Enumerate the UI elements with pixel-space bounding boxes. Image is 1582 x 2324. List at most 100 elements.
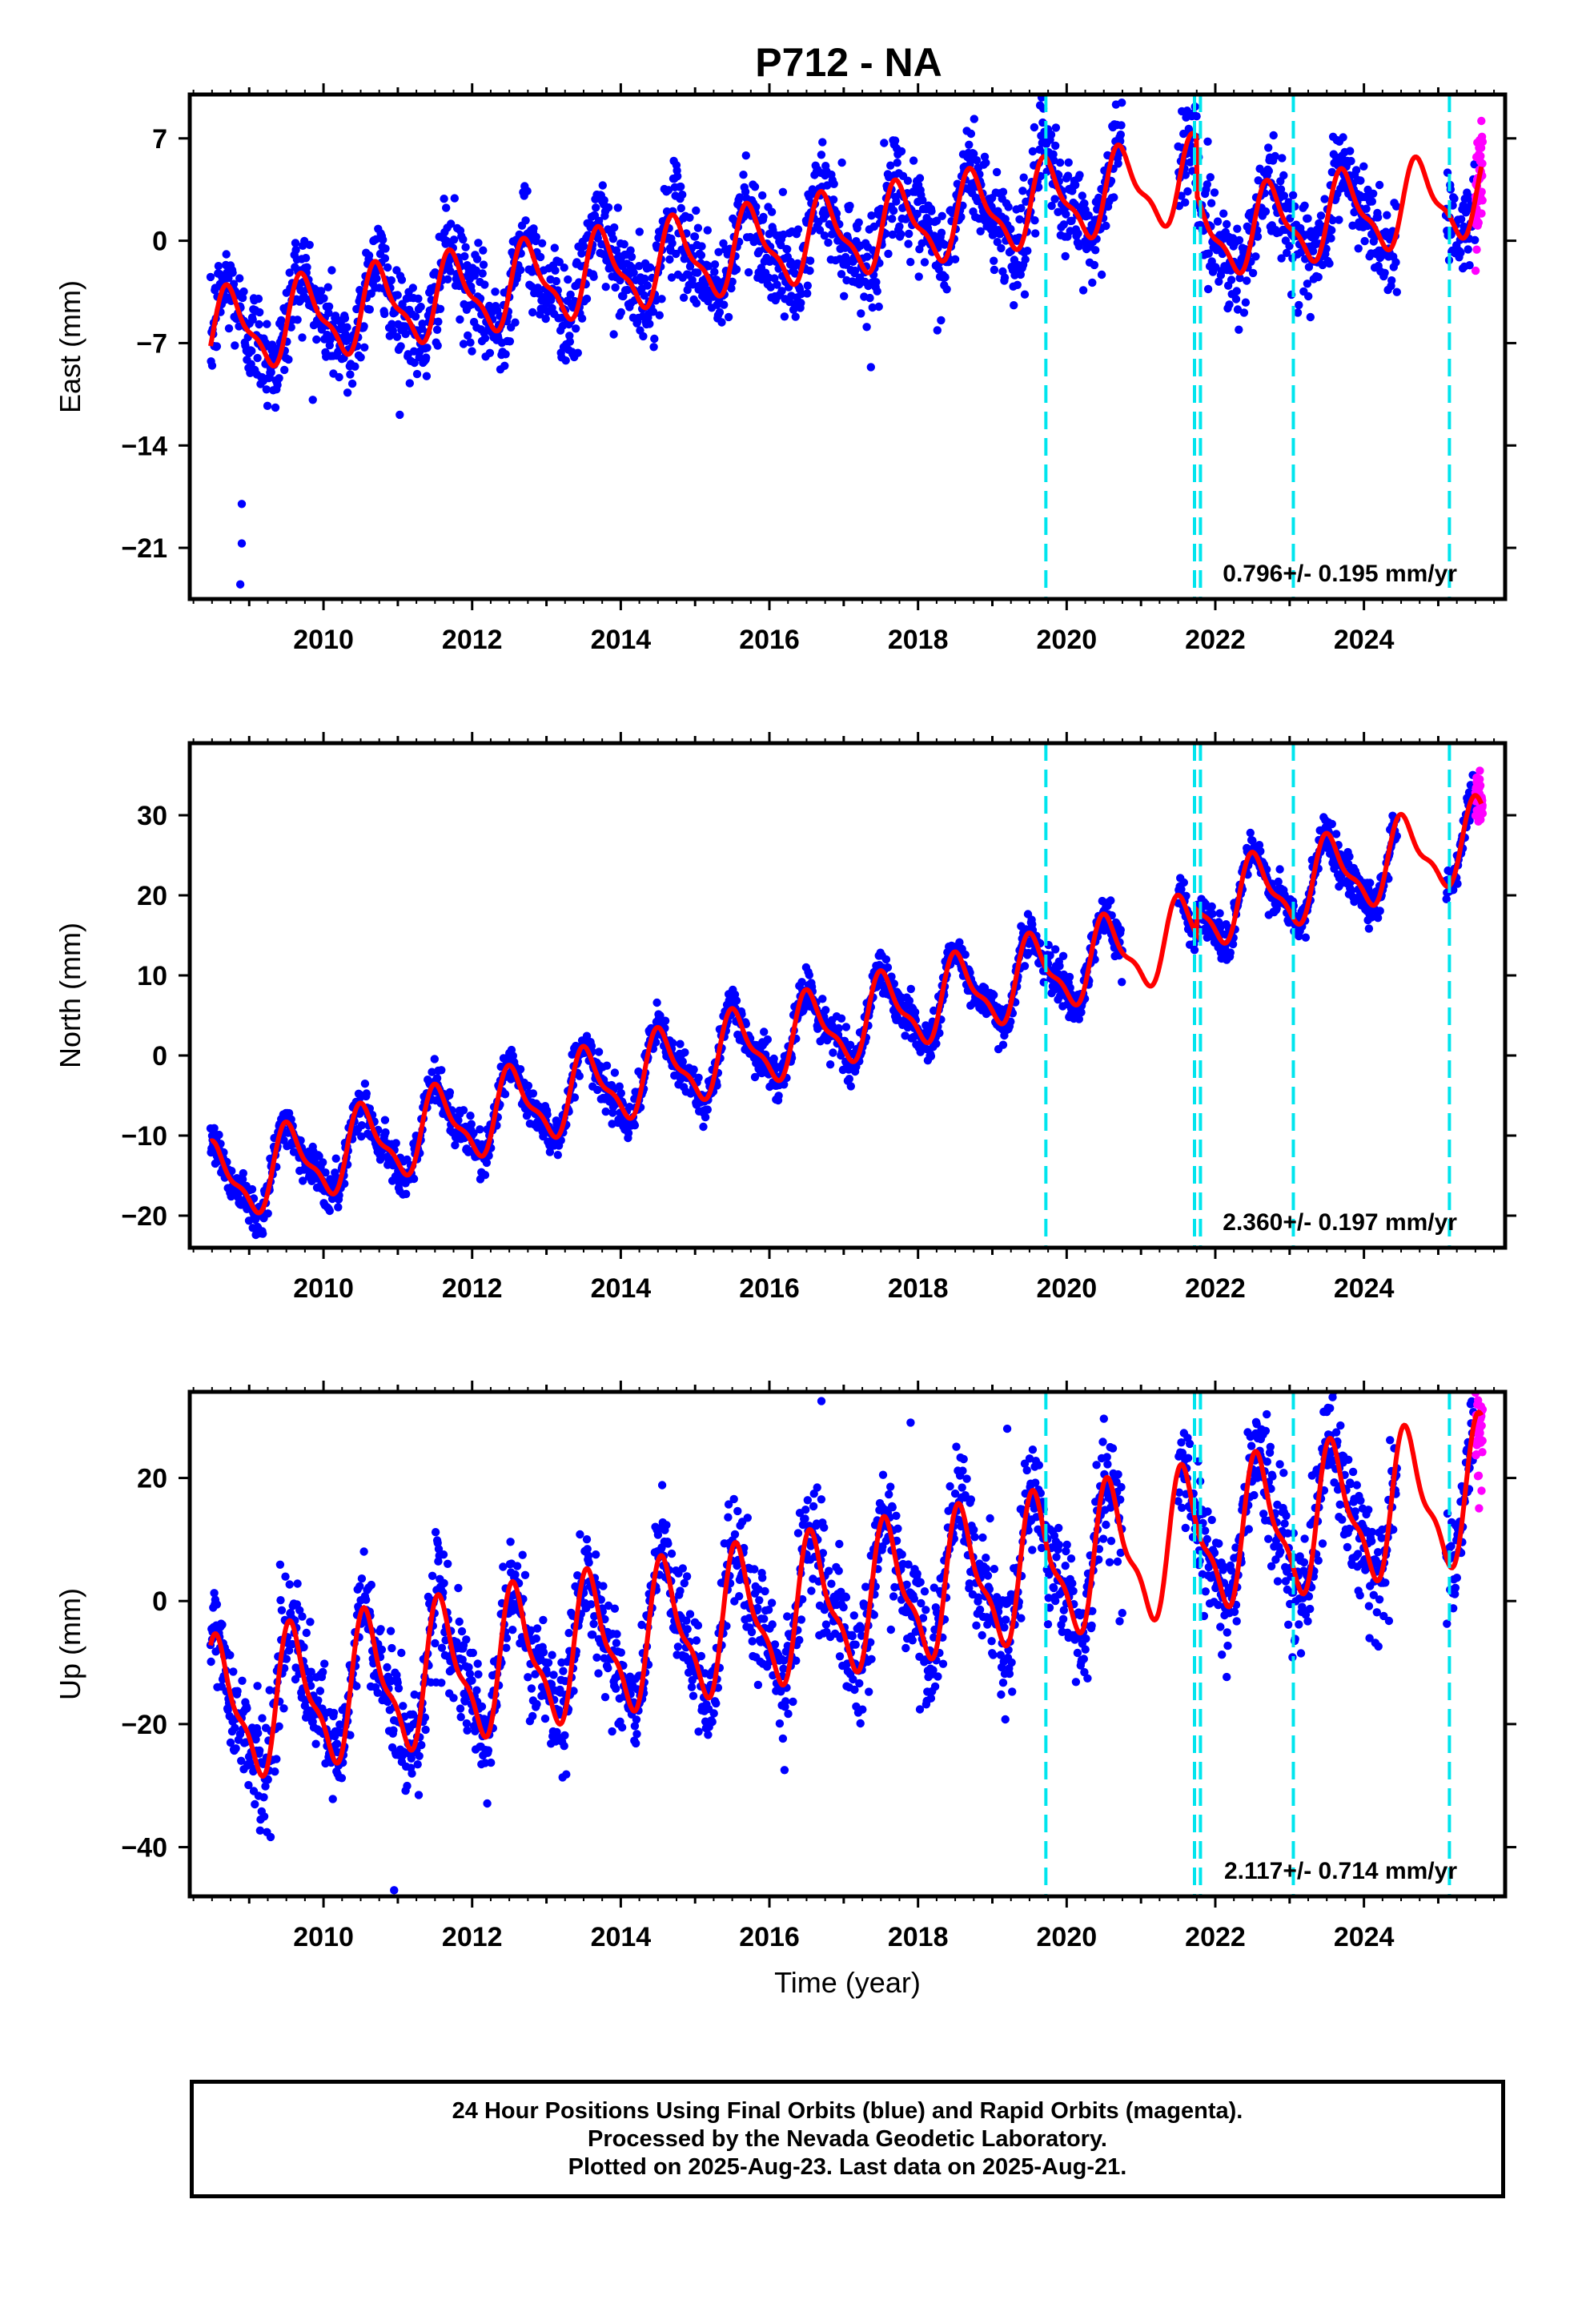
data-point-final [763,1035,772,1044]
data-point-final [582,294,592,304]
data-point-final [263,1209,272,1218]
data-point-final [950,255,960,263]
data-point-final [505,337,515,346]
data-point-final [582,1031,592,1040]
data-point-final [620,239,628,249]
data-point-final [1055,962,1064,971]
data-point-final [413,1760,422,1769]
data-point-final [1181,198,1190,207]
data-point-final [564,275,572,284]
data-point-rapid [1478,809,1488,818]
x-tick-label: 2024 [1334,625,1395,655]
data-point-final [1078,286,1088,295]
data-point-final [1346,147,1355,155]
data-point-final [759,212,768,222]
data-point-final [243,1704,251,1713]
x-tick-label: 2018 [888,1273,949,1304]
data-point-final [1235,325,1243,334]
data-point-final [459,235,468,244]
data-point-final [1327,819,1337,829]
data-point-rapid [1477,116,1486,126]
data-point-final [334,1203,343,1212]
data-point-final [616,308,625,317]
plot-area [206,743,1488,1248]
y-tick-label: −14 [121,431,167,461]
data-point-rapid [1476,151,1485,161]
data-point-final [1360,236,1369,246]
data-point-final [797,299,805,308]
data-point-final [1392,287,1402,296]
data-point-final [1080,199,1089,208]
data-point-final [1225,300,1234,309]
data-point-final [893,159,901,167]
data-point-final [1356,176,1365,185]
data-point-final [476,1125,484,1134]
x-tick-label: 2014 [591,625,652,655]
data-point-final [935,1028,944,1038]
data-point-final [829,1048,837,1057]
data-point-final [1065,972,1074,982]
data-point-final [541,314,550,324]
data-point-final [1253,232,1263,241]
data-point-final [1350,207,1359,217]
data-point-final [1019,173,1028,182]
data-point-final [551,266,560,275]
data-point-final [640,291,648,300]
data-point-final [1004,203,1013,211]
data-point-final [388,326,397,336]
data-point-final [1293,308,1303,317]
data-point-final [1020,290,1030,299]
data-point-final [346,370,355,379]
data-point-final [267,368,275,377]
data-point-final [1031,229,1040,238]
data-point-final [291,245,300,255]
data-point-final [445,1088,455,1097]
data-point-final [321,1168,330,1177]
data-point-final [396,410,404,420]
data-point-final [253,353,262,363]
data-point-final [623,285,632,295]
data-point-final [323,283,332,292]
data-point-final [1021,255,1030,264]
data-point-final [1345,852,1354,861]
data-point-final [524,1081,533,1091]
data-point-final [1331,830,1341,838]
plot-frame [187,741,1508,1250]
data-point-final [351,362,359,371]
data-point-final [1303,214,1312,223]
data-point-final [1248,268,1258,278]
data-point-final [303,263,311,271]
data-point-final [469,1129,478,1138]
data-point-final [873,287,881,296]
data-point-final [324,302,334,311]
data-point-final [845,1075,854,1084]
data-point-final [1000,273,1010,282]
data-point-final [803,281,812,290]
data-point-final [1373,914,1383,923]
data-point-final [1246,828,1255,838]
data-point-final [701,281,709,290]
data-point-final [392,332,402,341]
data-point-final [1075,171,1084,179]
x-tick-label: 2016 [739,625,800,655]
data-point-final [1232,287,1241,296]
data-point-final [536,252,545,262]
data-point-final [770,274,779,283]
data-point-final [1117,121,1126,130]
data-point-final [449,235,459,244]
data-point-final [231,1744,240,1753]
y-tick-label: 10 [137,961,167,991]
data-point-final [1046,951,1054,960]
data-point-final [1335,215,1343,224]
data-point-final [1264,167,1274,175]
data-point-final [357,1574,367,1583]
data-point-final [308,396,317,404]
data-point-final [285,268,294,277]
data-point-final [319,1158,327,1167]
figure-title: P712 - NA [755,40,942,85]
data-point-final [1074,229,1082,238]
data-point-final [479,246,488,255]
data-point-final [1055,158,1065,167]
data-point-final [301,254,311,263]
data-point-final [1177,885,1186,894]
